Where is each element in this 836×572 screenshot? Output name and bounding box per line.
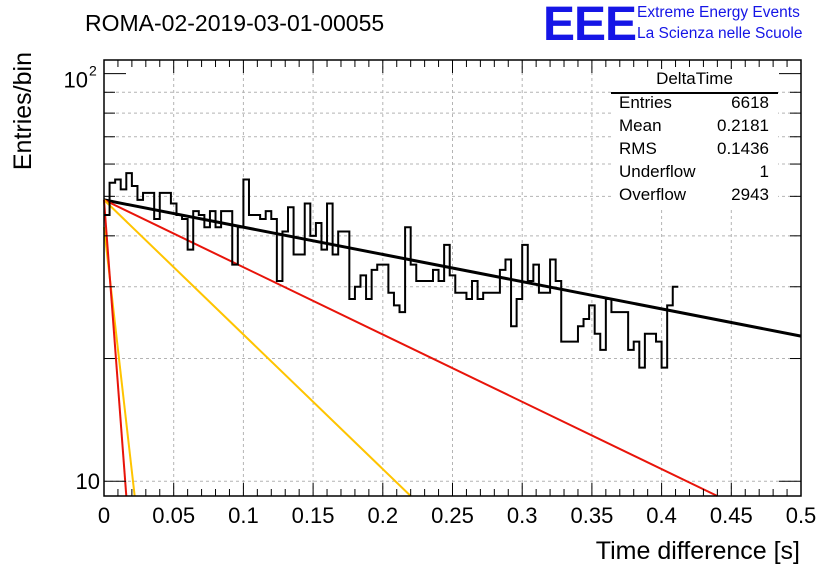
x-tick-label: 0 (98, 503, 110, 528)
stats-title: DeltaTime (611, 69, 778, 94)
eee-logo-mark: EEE (543, 0, 637, 51)
x-tick-label: 0.25 (431, 503, 474, 528)
stats-value: 1 (759, 162, 769, 181)
stats-key: Overflow (619, 185, 687, 204)
y-tick-exponent: 2 (89, 63, 97, 79)
fit-line (103, 198, 802, 338)
histogram-series (104, 172, 679, 369)
stats-key: Entries (619, 93, 672, 112)
stats-box: DeltaTime Entries 6618 Mean 0.2181 RMS 0… (611, 69, 778, 207)
y-tick-label: 10 (64, 68, 88, 93)
y-axis-label: Entries/bin (9, 52, 37, 170)
exponential-component-line (103, 199, 718, 497)
stats-row-underflow: Underflow 1 (619, 162, 769, 184)
x-tick-label: 0.1 (228, 503, 259, 528)
x-tick-label: 0.5 (786, 503, 817, 528)
x-tick-labels: 0 0.05 0.1 0.15 0.2 0.25 0.3 0.35 0.4 0.45 0.5 (98, 503, 816, 528)
x-axis-label: Time difference [s] (596, 537, 800, 565)
stats-value: 6618 (731, 93, 769, 112)
stats-row-rms: RMS 0.1436 (619, 139, 769, 161)
x-tick-label: 0.15 (292, 503, 335, 528)
stats-key: RMS (619, 139, 657, 158)
x-tick-label: 0.05 (152, 503, 195, 528)
stats-value: 2943 (731, 185, 769, 204)
histogram-step-line (104, 172, 679, 369)
x-tick-label: 0.45 (710, 503, 753, 528)
stats-value: 0.1436 (717, 139, 769, 158)
logo-line-2: La Scienza nelle Scuole (637, 25, 803, 42)
stats-key: Underflow (619, 162, 696, 181)
stats-row-overflow: Overflow 2943 (619, 185, 769, 207)
x-tick-label: 0.2 (368, 503, 399, 528)
x-tick-label: 0.3 (507, 503, 538, 528)
exponential-component-line (103, 199, 412, 497)
stats-key: Mean (619, 116, 662, 135)
x-tick-label: 0.35 (570, 503, 613, 528)
stats-row-entries: Entries 6618 (619, 93, 769, 115)
axis-ticks (103, 60, 802, 496)
y-tick-label: 10 (76, 469, 100, 494)
chart-title: ROMA-02-2019-03-01-00055 (85, 10, 385, 36)
stats-row-mean: Mean 0.2181 (619, 116, 769, 138)
exponential-component-line (103, 199, 128, 497)
logo-line-1: Extreme Energy Events (637, 4, 800, 21)
stats-value: 0.2181 (717, 116, 769, 135)
x-tick-label: 0.4 (646, 503, 677, 528)
